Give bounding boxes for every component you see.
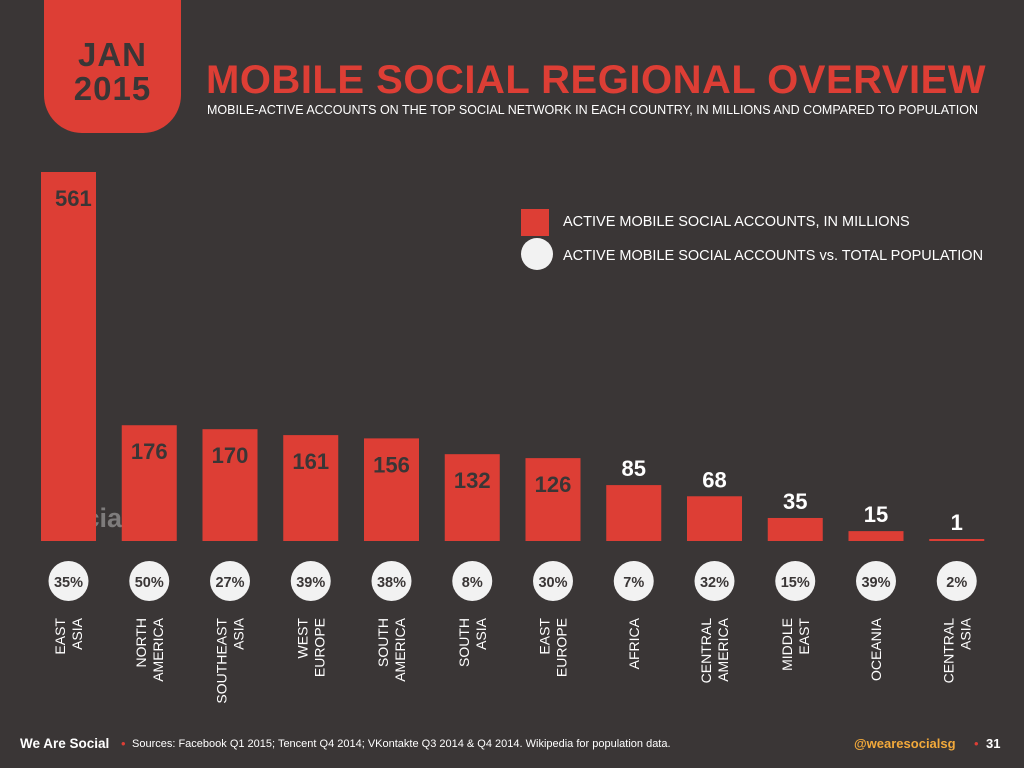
percent-circle (856, 561, 896, 601)
percent-circle (371, 561, 412, 601)
bar-value-label: 176 (131, 439, 168, 464)
category-label-line: NORTH (133, 618, 149, 668)
category-label-line: MIDDLE (779, 618, 795, 671)
category-label-line: SOUTHEAST (214, 618, 230, 704)
percent-circle (129, 561, 170, 601)
bar-value-label: 132 (454, 468, 491, 493)
percent-circle (775, 561, 816, 601)
bar-value-label: 85 (622, 456, 646, 481)
category-label: SOUTH ASIA (456, 617, 489, 667)
date-month: JAN (77, 36, 148, 73)
footer-brand: We Are Social (20, 736, 110, 751)
category-label-line: AMERICA (392, 617, 408, 681)
category-label: WEST EUROPE (294, 618, 327, 678)
category-label-line: ASIA (957, 617, 973, 650)
bar (606, 485, 662, 541)
category-label-line: CENTRAL (940, 618, 956, 684)
bar (929, 539, 985, 541)
bar-value-label: 1 (951, 510, 963, 535)
category-label: EAST EUROPE (537, 618, 570, 678)
category-label-line: EAST (796, 618, 812, 655)
percent-label: 50% (135, 575, 164, 591)
percent-label: 30% (538, 575, 567, 591)
category-label: MIDDLE EAST (779, 618, 812, 671)
category-label-line: CENTRAL (698, 618, 714, 684)
bar (202, 429, 258, 541)
bar-value-label: 35 (783, 489, 807, 514)
footer: We Are Social • Sources: Facebook Q1 201… (0, 733, 1024, 757)
date-year: 2015 (73, 70, 152, 107)
percent-circle (290, 561, 331, 601)
category-label: EAST ASIA (52, 617, 85, 654)
bar (283, 435, 339, 541)
category-label-line: OCEANIA (868, 617, 884, 681)
percent-label: 2% (946, 575, 967, 591)
percent-circle (48, 561, 89, 601)
footer-handle: @wearesocialsg (854, 736, 956, 751)
percent-circle (533, 561, 573, 601)
percent-circle (613, 561, 654, 601)
bar (364, 438, 419, 541)
category-label-line: EUROPE (554, 618, 570, 677)
legend-square-swatch (521, 209, 549, 236)
category-label-line: AMERICA (150, 617, 166, 681)
page-title: MOBILE SOCIAL REGIONAL OVERVIEW (206, 58, 987, 102)
bar (687, 496, 742, 541)
bar (41, 172, 96, 541)
percent-circle (694, 561, 735, 601)
percent-label: 39% (296, 575, 325, 591)
footer-separator: • (974, 736, 979, 751)
bar-value-label: 561 (55, 186, 92, 211)
category-label: NORTH AMERICA (133, 617, 166, 681)
category-label-line: SOUTH (456, 618, 472, 667)
bar (121, 425, 177, 541)
category-label: CENTRAL ASIA (940, 617, 973, 683)
bar (767, 517, 823, 541)
percent-label: 38% (377, 575, 406, 591)
percent-label: 15% (781, 575, 810, 591)
bar-value-label: 156 (373, 452, 410, 477)
footer-separator: • (121, 736, 126, 751)
bar (444, 454, 500, 541)
percent-label: 8% (462, 575, 483, 591)
percent-label: 27% (215, 575, 244, 591)
bar-value-label: 126 (535, 472, 572, 497)
percent-circle (452, 561, 493, 601)
percent-circle (210, 561, 250, 601)
category-label-line: AFRICA (626, 617, 642, 669)
category-label-line: EAST (537, 618, 553, 655)
percent-label: 7% (623, 575, 644, 591)
category-label-line: ASIA (473, 617, 489, 650)
category-label-line: ASIA (231, 617, 247, 650)
category-label: CENTRAL AMERICA (698, 617, 731, 683)
footer-sources: Sources: Facebook Q1 2015; Tencent Q4 20… (132, 738, 671, 750)
bar (848, 531, 904, 541)
bar-value-label: 161 (292, 449, 329, 474)
category-label: SOUTHEAST ASIA (214, 617, 247, 703)
bar-value-label: 15 (864, 502, 888, 527)
category-label-line: WEST (294, 618, 310, 659)
category-label-line: ASIA (69, 617, 85, 650)
percent-label: 32% (700, 575, 729, 591)
bar-value-label: 170 (212, 443, 249, 468)
bar (525, 458, 581, 541)
category-label-line: EUROPE (311, 618, 327, 677)
page-number: 31 (986, 736, 1001, 751)
category-label: OCEANIA (868, 617, 884, 681)
category-label-line: SOUTH (375, 618, 391, 667)
bar-value-label: 68 (702, 467, 726, 492)
category-label-line: AMERICA (715, 617, 731, 681)
category-label: SOUTH AMERICA (375, 617, 408, 681)
category-label-line: EAST (52, 618, 68, 655)
page-subtitle: MOBILE-ACTIVE ACCOUNTS ON THE TOP SOCIAL… (207, 103, 978, 117)
percent-circle (936, 561, 977, 601)
legend-circle-swatch (521, 238, 553, 270)
percent-label: 39% (861, 575, 890, 591)
category-label: AFRICA (626, 617, 642, 669)
legend-label-circles: ACTIVE MOBILE SOCIAL ACCOUNTS vs. TOTAL … (563, 248, 984, 264)
date-badge: JAN 2015 (44, 0, 181, 133)
percent-label: 35% (54, 575, 83, 591)
legend-label-bars: ACTIVE MOBILE SOCIAL ACCOUNTS, IN MILLIO… (563, 214, 910, 230)
